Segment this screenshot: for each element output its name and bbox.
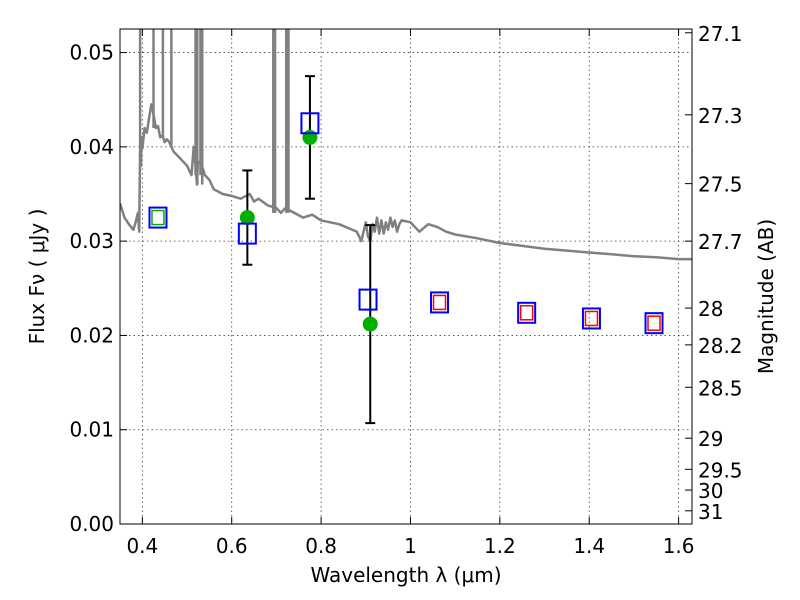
right-tick-label: 28 — [698, 297, 723, 321]
right-tick-label: 29 — [698, 427, 723, 451]
x-tick-label: 1 — [404, 534, 417, 558]
model-flux-square — [644, 312, 664, 335]
y-tick-label: 0.04 — [69, 135, 114, 159]
y-axis-title: Flux Fν ( μJy ) — [25, 209, 49, 345]
right-tick-label: 27.3 — [698, 104, 743, 128]
model-flux-square — [148, 206, 168, 229]
model-flux-square — [237, 222, 257, 245]
model-flux-inner-square — [432, 294, 447, 311]
model-flux-inner-square — [151, 209, 165, 226]
plot-area — [120, 29, 692, 425]
right-tick-label: 28.5 — [698, 376, 743, 400]
x-tick-label: 0.6 — [216, 534, 248, 558]
x-tick-label: 0.4 — [126, 534, 158, 558]
model-flux-square — [581, 307, 601, 330]
right-tick-label: 28.2 — [698, 334, 743, 358]
x-tick-label: 1.2 — [484, 534, 516, 558]
model-flux-square — [517, 301, 537, 324]
observed-flux-point — [302, 129, 318, 145]
model-spectrum-line — [120, 103, 692, 261]
right-tick-label: 27.1 — [698, 22, 743, 46]
y-tick-label: 0.02 — [69, 323, 114, 347]
x-tick-label: 0.8 — [305, 534, 337, 558]
tick-labels: 0.4 0.6 0.8 1 1.2 1.4 1.6 0.00 0.01 0.02 0.03 0.04 0… — [69, 22, 742, 558]
model-flux-square — [300, 112, 320, 135]
right-tick-label: 27.5 — [698, 173, 743, 197]
grid — [120, 29, 692, 525]
model-flux-inner-square — [584, 310, 599, 327]
plot-frame — [119, 28, 693, 525]
right-tick-label: 31 — [698, 500, 723, 524]
ticks — [120, 29, 692, 525]
right-tick-label: 27.7 — [698, 230, 743, 254]
model-flux-inner-square — [519, 305, 534, 321]
model-flux-inner-square — [647, 315, 661, 331]
model-flux-square — [358, 288, 378, 311]
observed-flux-point — [362, 316, 378, 332]
y-tick-label: 0.00 — [69, 512, 114, 536]
right-tick-label: 30 — [698, 479, 723, 503]
x-tick-label: 1.6 — [663, 534, 695, 558]
right-axis-title: Magnitude (AB) — [754, 219, 778, 374]
observed-flux-point — [239, 210, 255, 226]
y-tick-label: 0.01 — [69, 418, 114, 442]
y-tick-label: 0.05 — [69, 41, 114, 65]
y-tick-label: 0.03 — [69, 229, 114, 253]
x-axis-title: Wavelength λ (μm) — [310, 563, 501, 587]
model-flux-square — [430, 291, 450, 314]
x-tick-label: 1.4 — [573, 534, 605, 558]
right-tick-label: 29.5 — [698, 458, 743, 482]
